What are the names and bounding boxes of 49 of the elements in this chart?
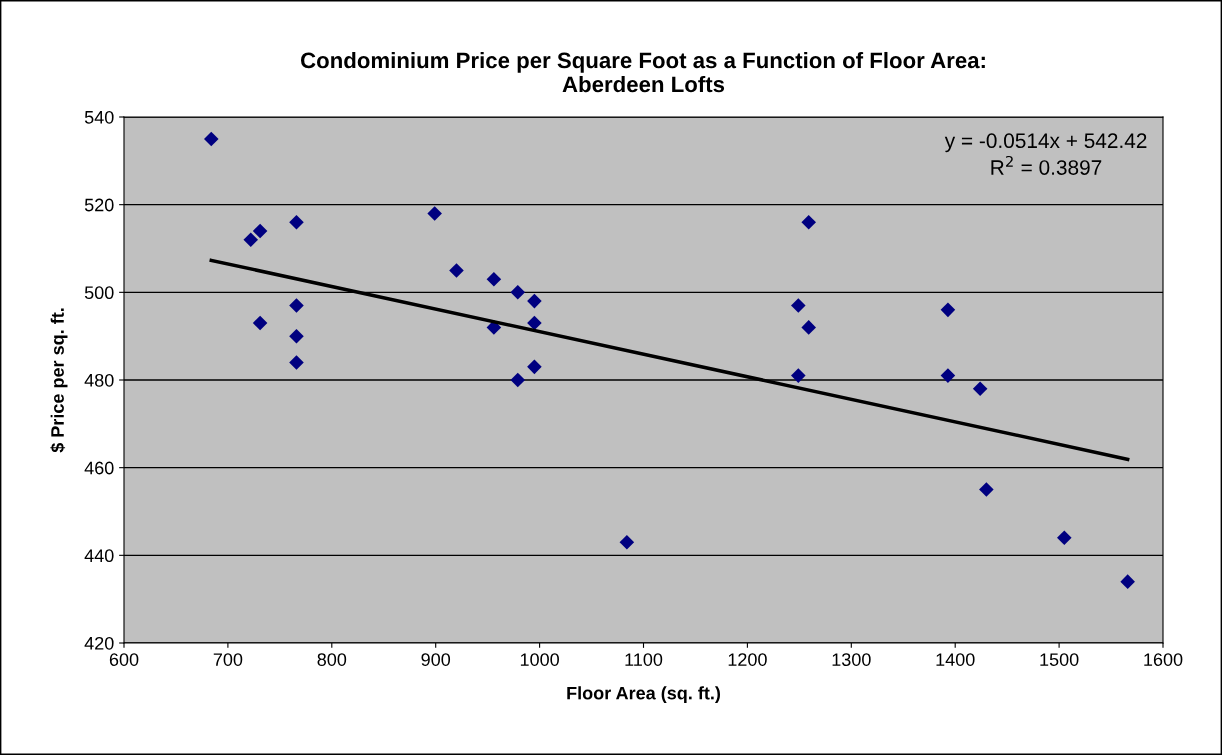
y-tick-label: 500 [84, 286, 114, 300]
point [243, 232, 259, 248]
x-axis-title: Floor Area (sq. ft.) [567, 686, 721, 704]
point [289, 328, 304, 344]
point [940, 368, 956, 383]
annotation: y = -0.0514x + 542.42 R$^{2}$ = 0.3897 [944, 133, 1147, 175]
y-tick-label: 520 [84, 198, 114, 212]
point [289, 214, 304, 230]
point [510, 372, 526, 388]
point [527, 315, 542, 331]
point [791, 298, 806, 313]
x-tick-label: 1400 [936, 653, 975, 666]
point [940, 302, 956, 318]
y-tick-label: 460 [84, 461, 114, 475]
point [449, 263, 464, 278]
x-tick-label: 900 [421, 653, 451, 666]
y-tick-label: 420 [84, 636, 114, 650]
point [979, 482, 994, 497]
point [510, 285, 526, 300]
chart-title: Condominium Price per Square Foot as a Function of Floor Area: Aberdeen Lofts [300, 51, 985, 93]
point [289, 298, 304, 313]
point [1120, 574, 1135, 589]
x-tick-label: 1200 [728, 653, 767, 666]
x-tick-label: 800 [317, 653, 347, 666]
point [203, 131, 219, 147]
point [801, 214, 816, 230]
x-tick-label: 1100 [625, 653, 663, 666]
y-axis-title: $ Price per sq. ft. [50, 308, 68, 453]
y-tick-label: 480 [84, 373, 114, 387]
point [427, 206, 442, 221]
x-tick-label: 1300 [832, 653, 871, 666]
y-tick-label: 540 [84, 110, 114, 124]
point [252, 223, 268, 239]
x-tick-label: 1500 [1040, 653, 1079, 666]
point [972, 381, 988, 397]
y-tick-label: 440 [84, 549, 114, 563]
point [486, 271, 502, 287]
point [527, 293, 542, 309]
x-tick-label: 1000 [520, 653, 559, 666]
x-tick-label: 1600 [1144, 653, 1183, 666]
point [801, 320, 816, 335]
point [1057, 530, 1072, 546]
point [619, 534, 635, 550]
point [791, 368, 806, 383]
point [527, 359, 542, 375]
x-tick-label: 600 [109, 653, 139, 666]
point [289, 355, 304, 370]
point [252, 315, 268, 331]
x-tick-label: 700 [213, 653, 243, 666]
